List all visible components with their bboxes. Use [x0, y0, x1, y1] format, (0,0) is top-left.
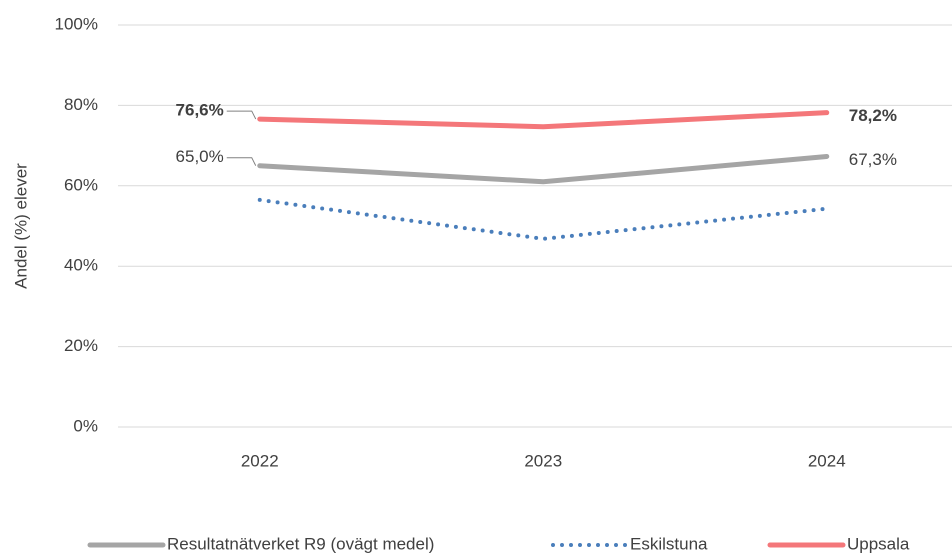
series-line	[257, 197, 829, 241]
y-tick-label: 60%	[64, 175, 98, 194]
y-tick-label: 20%	[64, 336, 98, 355]
y-tick-label: 0%	[73, 416, 98, 435]
y-tick-label: 100%	[55, 14, 98, 33]
data-label: 78,2%	[849, 106, 897, 125]
leader-line	[226, 110, 257, 120]
legend-label: Uppsala	[847, 534, 910, 553]
data-label: 76,6%	[176, 101, 224, 120]
y-tick-label: 40%	[64, 256, 98, 275]
data-label: 67,3%	[849, 150, 897, 169]
legend-label: Resultatnätverket R9 (ovägt medel)	[167, 534, 434, 553]
y-tick-label: 80%	[64, 95, 98, 114]
series-line	[257, 110, 830, 130]
x-tick-label: 2022	[241, 451, 279, 470]
legend-label: Eskilstuna	[630, 534, 708, 553]
x-tick-label: 2024	[808, 451, 846, 470]
data-label: 65,0%	[176, 147, 224, 166]
x-tick-label: 2023	[524, 451, 562, 470]
y-axis-label: Andel (%) elever	[11, 163, 30, 289]
series-line	[257, 153, 830, 185]
leader-line	[226, 157, 257, 166]
